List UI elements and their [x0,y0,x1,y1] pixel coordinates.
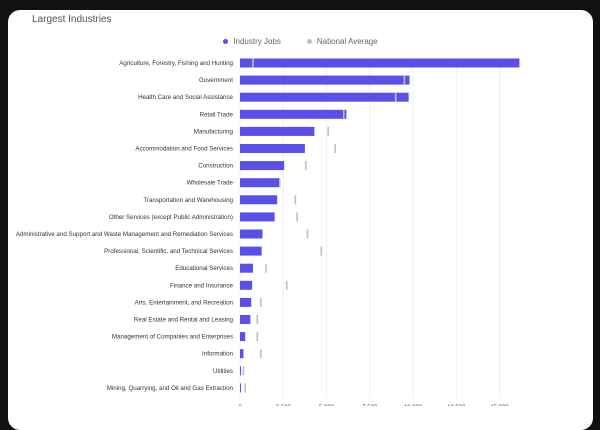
legend-swatch-national-average [306,38,312,44]
category-label: Professional, Scientific, and Technical … [104,248,233,255]
category-label: Construction [198,163,233,170]
category-label: Other Services (except Public Administra… [109,214,233,221]
bar-industry-jobs [240,229,263,239]
category-label: Educational Services [175,265,233,272]
category-label: Arts, Entertainment, and Recreation [135,299,234,306]
category-label: Government [199,77,233,84]
category-label: Wholesale Trade [187,180,234,187]
bar-industry-jobs [240,195,278,205]
category-label: Health Care and Social Assistance [138,94,233,101]
bar-industry-jobs [240,212,275,222]
bar-industry-jobs [240,246,262,256]
bar-industry-jobs [240,126,315,136]
bar-industry-jobs [240,332,246,342]
marker-national-average [327,126,330,136]
marker-national-average [306,229,309,239]
bar-industry-jobs [240,297,252,307]
marker-national-average [296,212,298,222]
bar-industry-jobs [240,92,409,102]
category-label: Mining, Quarrying, and Oil and Gas Extra… [107,385,234,392]
bar-chart: 02,5005,0007,50010,00012,50015,000Agricu… [16,56,520,406]
category-label: Utilities [213,368,233,375]
bar-industry-jobs [240,144,305,153]
category-label: Accommodation and Food Services [135,146,233,153]
bar-industry-jobs [240,109,347,119]
marker-national-average [294,195,297,205]
category-label: Information [202,351,234,358]
bar-industry-jobs [240,349,244,359]
marker-national-average [252,58,254,68]
category-label: Finance and Insurance [170,282,234,289]
bar-industry-jobs [240,75,410,85]
chart-title: Largest Industries [32,14,112,25]
bar-industry-jobs [240,161,285,171]
bar-industry-jobs [240,383,241,393]
bar-industry-jobs [240,366,242,376]
marker-national-average [334,144,336,153]
category-label: Manufacturing [194,128,234,135]
marker-national-average [285,280,288,290]
marker-national-average [265,263,267,273]
marker-national-average [259,297,262,307]
legend-label-national-average: National Average [316,36,378,46]
marker-national-average [403,75,406,85]
marker-national-average [343,109,345,119]
marker-national-average [256,315,259,324]
marker-national-average [242,366,245,376]
category-label: Agriculture, Forestry, Fishing and Hunti… [119,60,233,67]
bar-industry-jobs [240,315,251,324]
marker-national-average [259,349,262,359]
legend-item-industry-jobs[interactable]: Industry Jobs [223,34,281,48]
marker-national-average [320,246,323,256]
marker-national-average [256,332,259,342]
category-label: Real Estate and Rental and Leasing [134,317,234,324]
marker-national-average [278,178,281,188]
marker-national-average [304,161,307,171]
bar-industry-jobs [240,280,253,290]
marker-national-average [394,92,397,102]
bar-industry-jobs [240,263,253,273]
chart-legend: Industry Jobs National Average [8,34,593,48]
category-label: Transportation and Warehousing [143,197,233,204]
legend-label-industry-jobs: Industry Jobs [233,36,281,46]
category-label: Management of Companies and Enterprises [112,334,233,341]
marker-national-average [244,383,246,393]
legend-swatch-industry-jobs [223,38,229,44]
category-label: Retail Trade [200,111,234,118]
bar-industry-jobs [240,178,280,188]
legend-item-national-average[interactable]: National Average [306,34,378,48]
category-label: Administrative and Support and Waste Man… [16,231,233,238]
bar-industry-jobs [240,58,520,68]
